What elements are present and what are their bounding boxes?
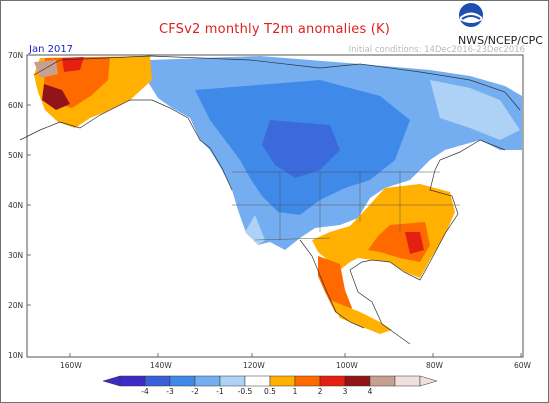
southeast-warm-region — [312, 184, 455, 334]
legend-label: 2 — [317, 387, 323, 396]
lon-label: 60W — [514, 361, 532, 370]
legend-swatch — [344, 375, 371, 387]
coastline — [19, 55, 521, 345]
legend-label: 0.5 — [264, 387, 276, 396]
legend-label: 1 — [292, 387, 298, 396]
lat-label: 60N — [8, 101, 23, 110]
alaska-warm-region — [34, 56, 152, 128]
valid-period: Jan 2017 — [29, 44, 74, 55]
agency-label: NWS/NCEP/CPC — [458, 34, 543, 47]
legend-swatch — [369, 375, 396, 387]
legend-swatch — [119, 375, 146, 387]
legend-swatch — [219, 375, 246, 387]
legend-swatch — [269, 375, 296, 387]
legend-label: 3 — [342, 387, 348, 396]
legend-swatch — [144, 375, 171, 387]
initial-conditions: Initial conditions: 14Dec2016-23Dec2016 — [348, 45, 525, 55]
political-boundaries — [232, 171, 460, 241]
legend-label: -2 — [191, 387, 199, 396]
longitude-labels: 160W 140W 120W 100W 80W 60W — [60, 361, 532, 370]
map-title: CFSv2 monthly T2m anomalies (K) — [158, 22, 391, 37]
legend-arrow-left — [102, 375, 121, 387]
legend-label: -3 — [166, 387, 174, 396]
lon-label: 120W — [243, 361, 265, 370]
legend-swatch — [169, 375, 196, 387]
lon-label: 80W — [426, 361, 444, 370]
latitude-labels: 70N 60N 50N 40N 30N 20N 10N — [8, 51, 23, 360]
legend-label: -1 — [216, 387, 224, 396]
legend-swatch — [394, 375, 421, 387]
lat-label: 20N — [8, 301, 23, 310]
legend-colorbar — [102, 375, 438, 387]
legend-label: 4 — [367, 387, 373, 396]
legend-swatch — [244, 375, 271, 387]
legend-swatch — [194, 375, 221, 387]
lon-label: 160W — [60, 361, 82, 370]
legend-arrow-right — [419, 375, 438, 387]
legend-swatch — [319, 375, 346, 387]
legend-swatch — [294, 375, 321, 387]
lon-label: 140W — [150, 361, 172, 370]
lat-label: 50N — [8, 151, 23, 160]
lat-label: 70N — [8, 51, 23, 60]
lat-label: 40N — [8, 201, 23, 210]
lon-label: 100W — [336, 361, 358, 370]
cold-anomaly-region — [148, 56, 522, 250]
legend-label: -4 — [141, 387, 149, 396]
legend-label: -0.5 — [237, 387, 253, 396]
lat-label: 10N — [8, 351, 23, 360]
lat-label: 30N — [8, 251, 23, 260]
noaa-logo-icon — [459, 3, 483, 27]
